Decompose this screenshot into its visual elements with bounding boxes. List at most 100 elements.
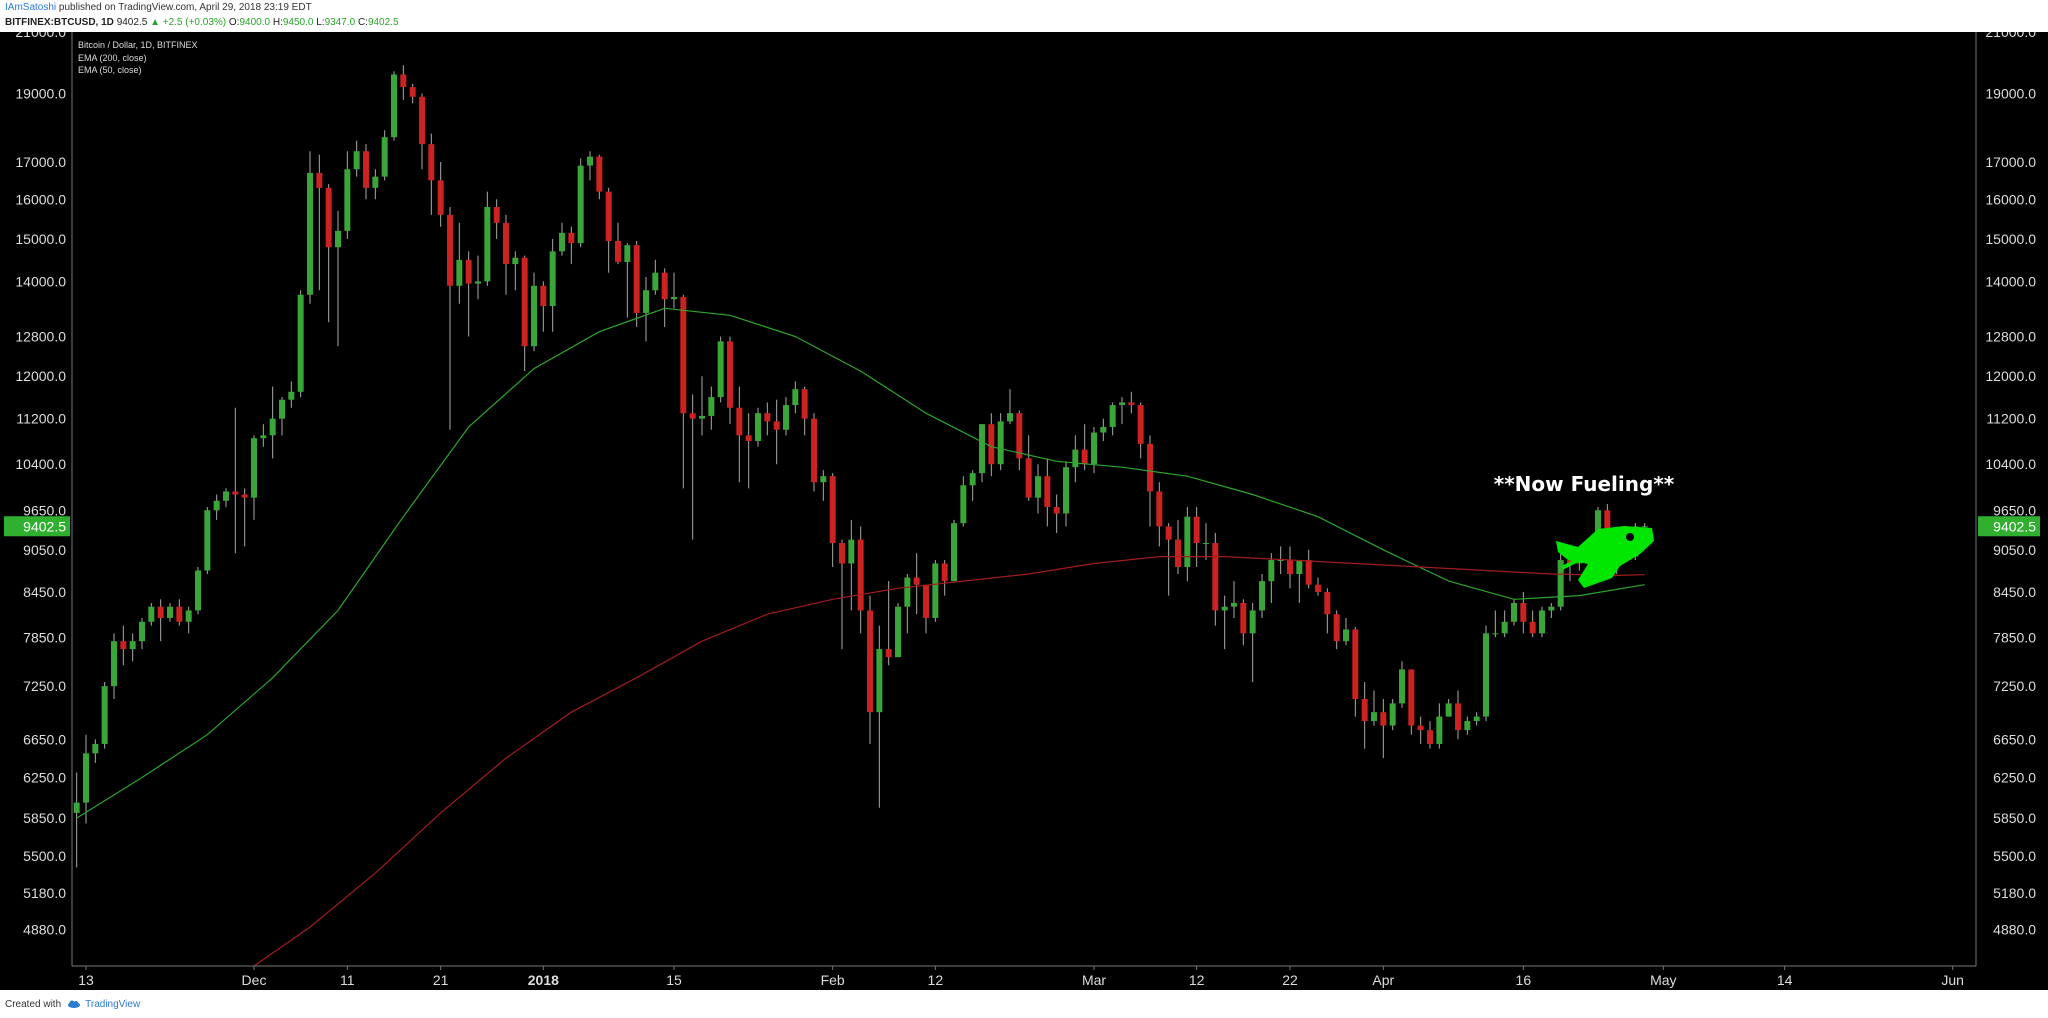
y-tick-left-13: 7850.0 bbox=[23, 629, 66, 645]
candle-139 bbox=[1371, 690, 1377, 726]
candle-87 bbox=[885, 581, 892, 666]
candle-49 bbox=[531, 272, 537, 352]
x-tick-8: Mar bbox=[1082, 972, 1106, 988]
candle-64 bbox=[671, 272, 677, 309]
y-tick-right-3: 16000.0 bbox=[1985, 191, 2036, 207]
candle-127 bbox=[1259, 574, 1265, 618]
author-link[interactable]: IAmSatoshi bbox=[5, 2, 57, 13]
candle-133 bbox=[1315, 577, 1321, 596]
candle-146 bbox=[1436, 703, 1443, 749]
tradingview-link[interactable]: TradingView bbox=[85, 999, 141, 1010]
y-tick-right-8: 11200.0 bbox=[1986, 411, 2036, 427]
candle-86 bbox=[876, 625, 883, 808]
price-tag-left: 9402.5 bbox=[4, 516, 70, 537]
price-axis[interactable]: 21000.0 21000.0 19000.0 19000.0 17000.0 17000… bbox=[4, 32, 2040, 938]
candle-56 bbox=[596, 154, 603, 200]
candle-45 bbox=[493, 199, 500, 239]
candle-117 bbox=[1165, 523, 1172, 596]
candle-25 bbox=[307, 151, 313, 304]
y-tick-left-12: 8450.0 bbox=[23, 584, 66, 600]
candle-99 bbox=[997, 413, 1004, 471]
x-tick-12: 16 bbox=[1516, 972, 1532, 988]
x-tick-4: 2018 bbox=[528, 972, 559, 988]
candle-47 bbox=[512, 251, 519, 291]
candle-81 bbox=[829, 473, 836, 567]
candle-11 bbox=[176, 599, 183, 626]
candle-39 bbox=[437, 161, 444, 227]
candle-57 bbox=[605, 187, 612, 273]
candle-102 bbox=[1025, 435, 1032, 501]
candle-53 bbox=[568, 226, 575, 265]
candle-121 bbox=[1203, 523, 1209, 561]
candle-59 bbox=[624, 243, 631, 318]
candle-144 bbox=[1417, 716, 1424, 744]
candle-79 bbox=[811, 413, 817, 492]
candle-126 bbox=[1249, 602, 1256, 682]
last-price-value: 9402.5 bbox=[116, 17, 148, 28]
y-tick-right-9: 10400.0 bbox=[1985, 456, 2036, 472]
y-tick-right-7: 12000.0 bbox=[1985, 368, 2036, 384]
y-tick-right-15: 6650.0 bbox=[1993, 731, 2036, 747]
y-tick-right-14: 7250.0 bbox=[1993, 678, 2036, 694]
price-chart[interactable]: 21000.0 21000.0 19000.0 19000.0 17000.0 17000… bbox=[0, 32, 2048, 990]
y-tick-right-10: 9650.0 bbox=[1993, 502, 2036, 518]
x-tick-6: Feb bbox=[821, 972, 845, 988]
candle-76 bbox=[783, 397, 789, 436]
y-tick-left-16: 6250.0 bbox=[23, 769, 66, 785]
y-tick-left-18: 5500.0 bbox=[23, 848, 66, 864]
candle-130 bbox=[1287, 546, 1293, 589]
candle-30 bbox=[353, 140, 360, 177]
candle-74 bbox=[764, 402, 771, 436]
candle-65 bbox=[680, 294, 687, 489]
publish-info: IAmSatoshi published on TradingView.com,… bbox=[5, 2, 312, 13]
x-tick-14: 14 bbox=[1777, 972, 1793, 988]
price-change: ▲ +2.5 (+0.03%) bbox=[150, 17, 227, 28]
y-tick-left-20: 4880.0 bbox=[23, 922, 66, 938]
publish-header: IAmSatoshi published on TradingView.com,… bbox=[0, 0, 2048, 32]
candle-18 bbox=[241, 488, 248, 547]
candle-29 bbox=[344, 151, 351, 239]
candle-116 bbox=[1156, 482, 1163, 547]
y-tick-left-2: 17000.0 bbox=[15, 154, 66, 170]
annotation-text[interactable]: **Now Fueling** bbox=[1494, 472, 1675, 496]
candle-107 bbox=[1072, 435, 1079, 483]
rocket-icon[interactable] bbox=[1556, 526, 1654, 588]
candle-67 bbox=[699, 376, 705, 436]
y-tick-left-10: 9650.0 bbox=[23, 502, 66, 518]
y-tick-left-1: 19000.0 bbox=[15, 86, 66, 102]
candle-108 bbox=[1081, 424, 1088, 471]
y-tick-right-20: 4880.0 bbox=[1993, 922, 2036, 938]
candle-14 bbox=[204, 507, 211, 575]
y-tick-right-17: 5850.0 bbox=[1993, 810, 2036, 826]
y-tick-left-17: 5850.0 bbox=[23, 810, 66, 826]
y-tick-right-4: 15000.0 bbox=[1985, 231, 2036, 247]
candle-50 bbox=[540, 281, 547, 332]
candle-90 bbox=[913, 553, 920, 615]
candle-2 bbox=[92, 739, 99, 763]
candle-138 bbox=[1361, 681, 1368, 749]
candle-4 bbox=[111, 633, 117, 700]
candle-38 bbox=[428, 133, 435, 215]
candle-28 bbox=[335, 210, 341, 347]
candle-82 bbox=[839, 539, 845, 650]
candle-3 bbox=[101, 681, 108, 749]
chart-background bbox=[0, 32, 2048, 990]
footer-text: Created with TradingView bbox=[5, 999, 140, 1010]
candle-36 bbox=[409, 83, 416, 104]
candle-109 bbox=[1091, 426, 1097, 474]
candle-70 bbox=[727, 336, 733, 425]
x-tick-7: 12 bbox=[928, 972, 944, 988]
candle-58 bbox=[615, 222, 621, 265]
candle-89 bbox=[904, 574, 911, 634]
candle-142 bbox=[1399, 661, 1405, 708]
candle-51 bbox=[549, 238, 556, 332]
candle-131 bbox=[1296, 560, 1303, 603]
y-tick-left-5: 14000.0 bbox=[15, 273, 66, 289]
candle-13 bbox=[195, 566, 201, 615]
candle-106 bbox=[1063, 461, 1069, 527]
open-label: O: bbox=[228, 17, 240, 28]
time-axis[interactable]: 13 Dec 11 21 2018 15 Feb 12 Mar 12 22 Apr 16 May 14 Jun bbox=[78, 966, 1964, 988]
close-value: 9402.5 bbox=[367, 17, 399, 28]
candle-78 bbox=[801, 386, 808, 436]
candle-12 bbox=[185, 606, 192, 634]
